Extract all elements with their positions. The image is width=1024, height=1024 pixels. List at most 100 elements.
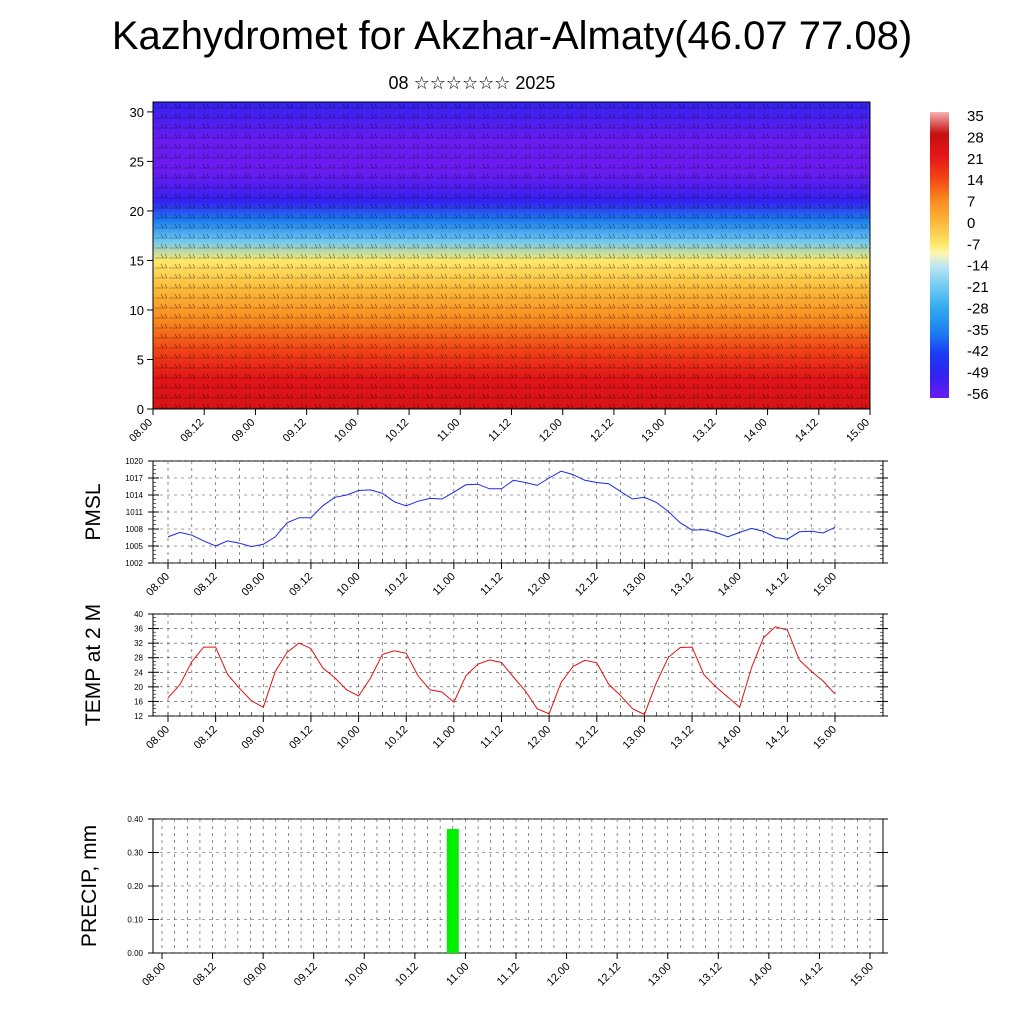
x-tick-label: 09.12 [281, 417, 309, 445]
x-tick-label: 10.12 [382, 571, 410, 599]
colorbar-label: -28 [967, 300, 989, 317]
x-tick-label: 10.00 [335, 724, 363, 752]
y-tick-label: 12 [134, 712, 143, 721]
colorbar-label: 21 [967, 151, 984, 168]
x-tick-label: 14.12 [764, 724, 792, 752]
x-tick-label: 09.12 [287, 724, 315, 752]
y-tick-label: 24 [134, 668, 143, 677]
x-tick-label: 10.00 [335, 571, 363, 599]
y-tick-label: 0.30 [127, 849, 143, 858]
y-tick-label: 0.10 [127, 916, 143, 925]
x-tick-label: 12.00 [537, 417, 565, 445]
y-tick-label: 15 [130, 253, 144, 268]
x-tick-label: 11.12 [478, 724, 505, 751]
y-tick-label: 25 [130, 154, 144, 169]
y-axis-label: PMSL [82, 483, 105, 540]
x-tick-label: 08.12 [178, 417, 206, 445]
x-tick-label: 11.00 [444, 961, 471, 988]
x-tick-label: 15.00 [811, 571, 839, 599]
x-tick-label: 13.12 [696, 961, 724, 989]
x-tick-label: 10.00 [332, 417, 360, 445]
x-tick-label: 09.00 [239, 724, 267, 752]
x-tick-label: 09.00 [239, 571, 267, 599]
x-tick-label: 14.12 [793, 417, 821, 445]
x-tick-label: 14.00 [716, 571, 744, 599]
y-tick-label: 30 [130, 105, 144, 120]
chart-title: Kazhydromet for Akzhar-Almaty(46.07 77.0… [111, 14, 913, 58]
y-tick-label: 5 [137, 352, 144, 367]
x-tick-label: 13.00 [646, 961, 674, 989]
colorbar: 35 28 21 14 7 0 -7 -14 -21 -28 -35 -42 -49 -56 [930, 108, 989, 403]
series-line [167, 470, 836, 548]
x-tick-label: 11.12 [495, 961, 522, 988]
y-tick-label: 0.20 [127, 882, 143, 891]
chart-subtitle: 08 ☆☆☆☆☆☆ 2025 [388, 73, 556, 93]
y-tick-label: 10 [130, 303, 144, 318]
x-tick-label: 10.12 [383, 417, 411, 445]
x-tick-label: 08.00 [144, 571, 172, 599]
y-tick-label: 36 [134, 625, 143, 634]
x-tick-label: 08.12 [191, 961, 219, 989]
x-tick-label: 11.00 [431, 724, 458, 751]
panel-precip: 0.00 0.10 0.20 0.30 0.40 08.00 08.12 09.00 09.12… [78, 815, 888, 989]
y-tick-label: 16 [134, 697, 143, 706]
series-line [167, 626, 836, 716]
x-tick-label: 12.00 [525, 724, 553, 752]
y-tick-label: 1002 [125, 559, 143, 568]
colorbar-label: 28 [967, 129, 984, 146]
y-tick-label: 32 [134, 639, 143, 648]
x-tick-label: 14.00 [716, 724, 744, 752]
colorbar-label: 14 [967, 172, 984, 189]
x-tick-label: 13.00 [639, 417, 667, 445]
x-tick-label: 12.12 [595, 961, 623, 989]
x-tick-label: 08.00 [140, 961, 168, 989]
x-tick-label: 13.00 [621, 724, 649, 752]
colorbar-label: -7 [967, 236, 980, 253]
y-tick-label: 1014 [125, 491, 143, 500]
y-tick-label: 20 [134, 683, 143, 692]
y-tick-label: 20 [130, 204, 144, 219]
x-tick-label: 12.12 [573, 724, 601, 752]
y-tick-label: 1020 [125, 457, 143, 466]
x-tick-label: 11.12 [486, 417, 513, 444]
panel-temp-2m: 12 16 20 24 28 32 36 40 08.00 08.12 09.00 09.12 10.0… [82, 604, 888, 752]
colorbar-label: -49 [967, 365, 989, 382]
x-tick-label: 08.00 [144, 724, 172, 752]
x-tick-label: 08.12 [192, 571, 220, 599]
colorbar-label: -14 [967, 258, 989, 275]
y-tick-label: 0.40 [127, 815, 143, 824]
colorbar-label: -21 [967, 279, 989, 296]
x-tick-label: 13.00 [621, 571, 649, 599]
x-tick-label: 15.00 [811, 724, 839, 752]
x-tick-label: 14.12 [798, 961, 826, 989]
x-tick-label: 09.12 [292, 961, 320, 989]
y-tick-label: 1005 [125, 542, 143, 551]
plot-frame [152, 613, 884, 717]
colorbar-label: 0 [967, 215, 975, 232]
wind-barbs [153, 102, 870, 409]
y-tick-label: 1011 [126, 508, 144, 517]
x-tick-label: 11.00 [435, 417, 462, 444]
y-axis-label: PRECIP, mm [78, 825, 101, 947]
x-tick-label: 14.00 [747, 961, 775, 989]
y-tick-label: 0.00 [127, 949, 143, 958]
x-tick-label: 15.00 [848, 961, 876, 989]
panel-temperature-section: 0 5 10 15 20 25 30 08.00 08.12 09.00 09.12 10.00 10.… [127, 101, 872, 445]
x-tick-label: 08.00 [127, 417, 155, 445]
x-tick-label: 10.12 [393, 961, 421, 989]
x-tick-label: 11.12 [478, 571, 505, 598]
x-tick-label: 14.12 [764, 571, 792, 599]
x-tick-label: 14.00 [742, 417, 770, 445]
panel-pmsl: 1002 1005 1008 1011 1014 1017 1020 08.00 08.12 09… [82, 457, 888, 599]
x-tick-label: 13.12 [668, 724, 696, 752]
colorbar-label: 7 [967, 194, 975, 211]
x-tick-label: 13.12 [691, 417, 719, 445]
y-axis-label: TEMP at 2 M [82, 604, 105, 726]
x-tick-label: 08.12 [192, 724, 220, 752]
colorbar-label: -35 [967, 322, 989, 339]
colorbar-label: -56 [967, 386, 989, 403]
x-tick-label: 15.00 [844, 417, 872, 445]
y-tick-label: 0 [137, 402, 144, 417]
x-tick-label: 10.00 [342, 961, 370, 989]
